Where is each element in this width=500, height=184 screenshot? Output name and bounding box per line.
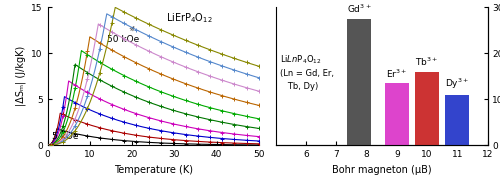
X-axis label: Bohr magneton (μB): Bohr magneton (μB): [332, 165, 432, 175]
Bar: [347, 19, 371, 145]
Text: LiErP$_4$O$_{12}$: LiErP$_4$O$_{12}$: [166, 12, 212, 25]
Text: Dy$^{3+}$: Dy$^{3+}$: [445, 77, 469, 91]
Text: Er$^{3+}$: Er$^{3+}$: [386, 67, 407, 80]
Bar: [415, 72, 439, 145]
Bar: [385, 83, 409, 145]
Text: Li$Ln$P$_4$O$_{12}$
(Ln = Gd, Er,
   Tb, Dy): Li$Ln$P$_4$O$_{12}$ (Ln = Gd, Er, Tb, Dy…: [280, 53, 334, 91]
Bar: [445, 95, 469, 145]
Text: Tb$^{3+}$: Tb$^{3+}$: [416, 56, 438, 68]
Text: 50 kOe: 50 kOe: [106, 27, 139, 44]
X-axis label: Temperature (K): Temperature (K): [114, 165, 193, 175]
Y-axis label: |ΔSₘ| (J/kgK): |ΔSₘ| (J/kgK): [15, 46, 26, 107]
Text: 5 kOe: 5 kOe: [52, 132, 78, 141]
Text: Gd$^{3+}$: Gd$^{3+}$: [347, 3, 372, 15]
